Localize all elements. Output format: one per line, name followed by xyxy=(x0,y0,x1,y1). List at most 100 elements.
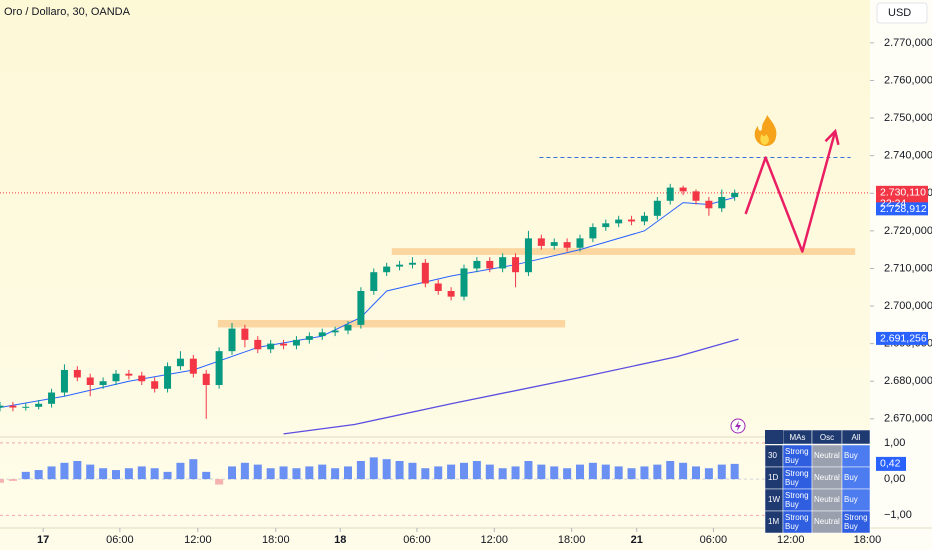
candle-body xyxy=(48,392,56,404)
candle-body xyxy=(228,328,236,352)
osc-bar xyxy=(8,479,17,481)
table-cell-text: Strong Buy xyxy=(785,491,809,509)
osc-bar xyxy=(331,468,340,480)
candle-body xyxy=(305,336,313,340)
currency-button[interactable] xyxy=(876,2,928,24)
candle-body xyxy=(576,238,584,248)
x-tick-label: 18:00 xyxy=(854,534,882,546)
osc-bar xyxy=(447,464,456,480)
candle-body xyxy=(589,227,597,239)
osc-bar xyxy=(176,462,185,480)
table-header: All xyxy=(852,433,861,442)
osc-bar xyxy=(627,468,636,480)
table-cell-text: 30 xyxy=(768,451,777,460)
osc-bar xyxy=(614,466,623,480)
osc-bar xyxy=(692,466,700,480)
table-cell-text: Buy xyxy=(844,495,858,504)
candle-body xyxy=(318,332,326,337)
osc-bar xyxy=(640,466,649,480)
osc-bar xyxy=(653,464,662,480)
candle-body xyxy=(35,403,43,407)
table-cell-text: Buy xyxy=(844,451,858,460)
osc-bar xyxy=(472,460,481,480)
osc-bar xyxy=(344,466,352,480)
candle-body xyxy=(550,242,558,246)
y-tick-label: 2.770,000 xyxy=(884,37,932,49)
candle-body xyxy=(718,197,726,209)
osc-last-label: 0,42 xyxy=(880,458,901,470)
price-tag xyxy=(876,331,928,345)
candle-body xyxy=(176,358,184,367)
osc-bar xyxy=(511,466,520,480)
candle-body xyxy=(138,375,146,382)
candle-body xyxy=(189,358,197,374)
candle-body xyxy=(86,377,94,385)
x-tick-label: 17 xyxy=(37,534,49,546)
table-cell-text: 1D xyxy=(768,473,778,482)
event-bolt xyxy=(735,421,741,431)
osc-bar xyxy=(189,459,198,480)
x-tick-label: 12:00 xyxy=(184,534,212,546)
price-tag-label: 2.691,256 xyxy=(880,333,927,345)
candle-body xyxy=(447,291,455,297)
osc-bar xyxy=(382,459,391,480)
osc-bar xyxy=(704,468,713,480)
candle-body xyxy=(473,260,481,269)
osc-bar xyxy=(240,462,249,480)
candle-body xyxy=(215,351,223,385)
osc-bar xyxy=(266,468,275,480)
plot: 2.670,0002.680,0002.690,0002.700,0002.71… xyxy=(0,37,932,546)
candle-body xyxy=(653,200,661,216)
osc-bar xyxy=(305,466,314,480)
osc-bar xyxy=(537,464,546,480)
osc-bar xyxy=(434,466,443,480)
candle-body xyxy=(164,366,172,389)
table-header-cell xyxy=(841,429,871,445)
table-cell-text: Strong Buy xyxy=(785,447,809,465)
candle-body xyxy=(486,260,494,269)
osc-bar xyxy=(279,466,288,480)
candle-body xyxy=(692,191,700,201)
table-cell-text: 1M xyxy=(768,517,779,526)
x-tick-label: 06:00 xyxy=(106,534,134,546)
candle-body xyxy=(628,219,636,222)
candle-body xyxy=(640,215,648,222)
table-cell-text: Neutral xyxy=(814,495,840,504)
candle-body xyxy=(396,264,404,267)
osc-bar xyxy=(524,460,533,480)
x-tick-label: 06:00 xyxy=(403,534,431,546)
candle-body xyxy=(357,291,365,325)
osc-tick-label: 0,00 xyxy=(884,473,905,485)
support-zone xyxy=(391,248,856,255)
osc-bar xyxy=(563,468,572,480)
osc-bar xyxy=(356,460,365,480)
table-cell-text: Neutral xyxy=(814,451,840,460)
x-tick-label: 06:00 xyxy=(700,534,728,546)
candle-body xyxy=(615,219,623,224)
candle-body xyxy=(499,257,507,269)
fast-ma xyxy=(0,196,735,409)
osc-bar xyxy=(47,466,56,480)
y-tick-label: 2.750,000 xyxy=(884,112,932,124)
osc-bar xyxy=(60,462,69,480)
osc-bar xyxy=(73,460,82,480)
table-corner xyxy=(765,430,783,444)
y-tick-label: 2.720,000 xyxy=(884,225,932,237)
osc-bar xyxy=(215,479,224,485)
candle-body xyxy=(254,339,262,350)
x-tick-label: 18:00 xyxy=(262,534,290,546)
currency[interactable]: USD xyxy=(888,7,911,19)
candle-body xyxy=(563,242,571,248)
y-tick-label: 2.670,000 xyxy=(884,413,932,425)
osc-tick-label: −1,00 xyxy=(884,509,912,521)
x-tick-label: 18:00 xyxy=(558,534,586,546)
osc-bar xyxy=(150,468,159,480)
osc-bar xyxy=(99,468,108,480)
candle-body xyxy=(22,406,30,408)
osc-bar xyxy=(460,462,468,480)
y-tick-label: 2.760,000 xyxy=(884,74,932,86)
candle-body xyxy=(705,200,713,209)
table-cell-text: Strong Buy xyxy=(785,513,809,531)
table-cell-text: Buy xyxy=(844,473,858,482)
